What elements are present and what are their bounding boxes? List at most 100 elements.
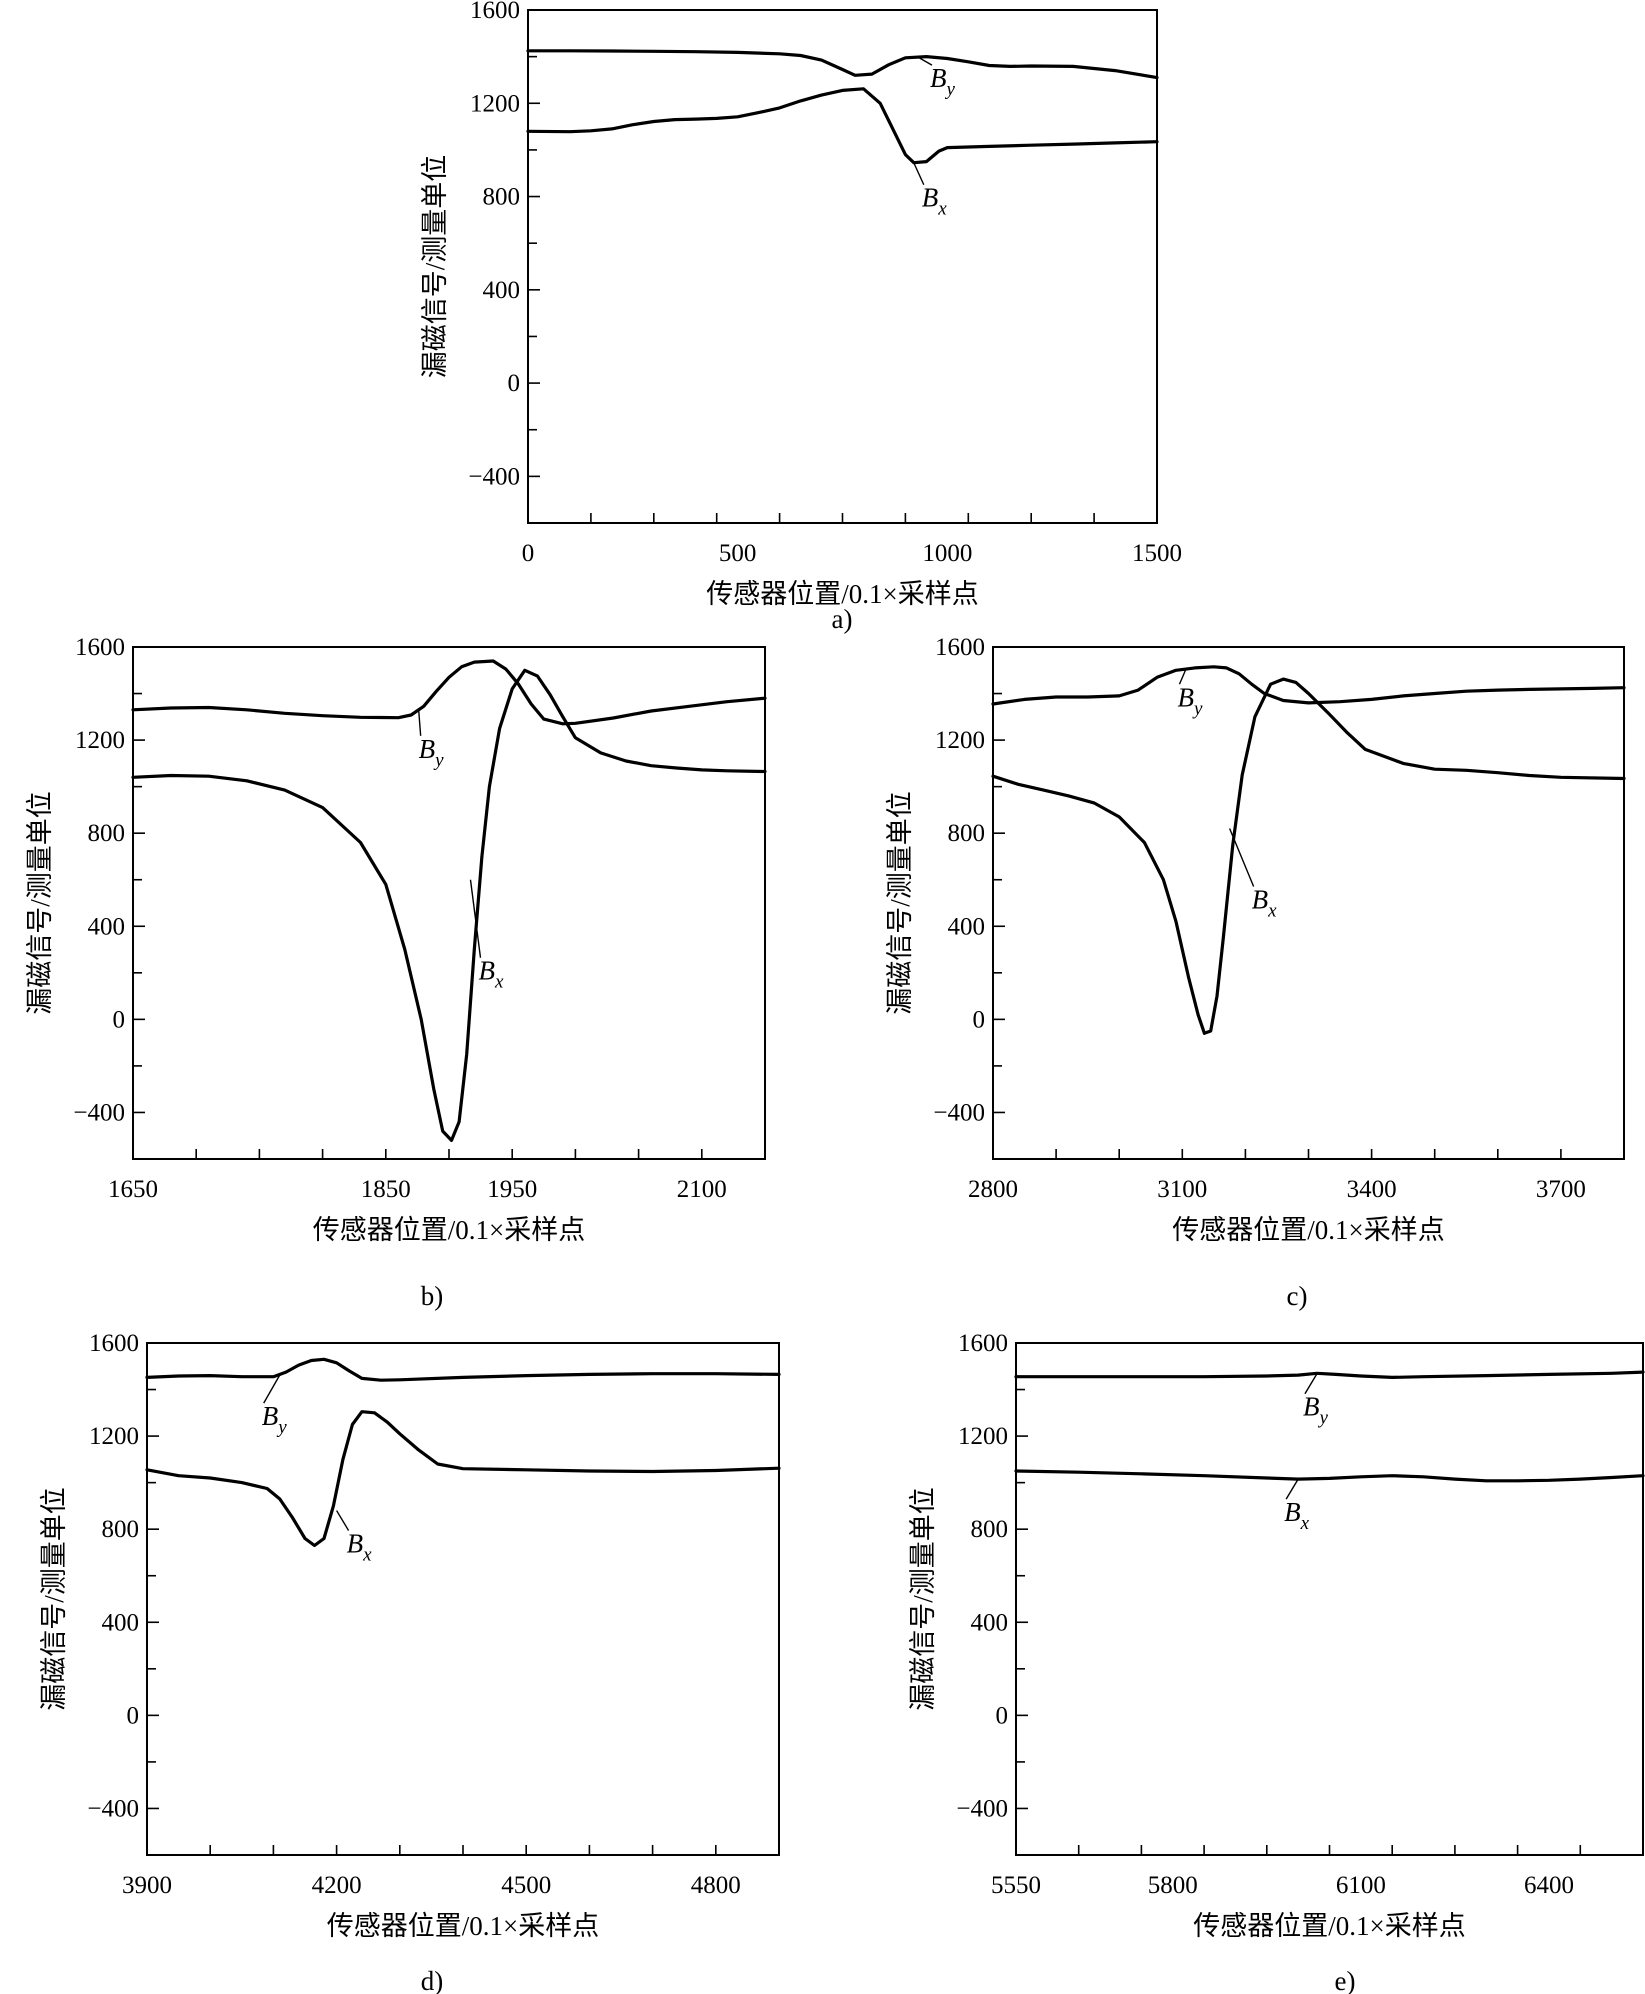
x-tick-label: 500 (719, 540, 757, 567)
x-tick-label: 3700 (1536, 1176, 1586, 1203)
panel-label-b: b) (421, 1281, 444, 1311)
annotation-leader-bx (913, 162, 925, 186)
series-line-by (991, 665, 1626, 706)
annotation-label-by: By (419, 734, 445, 771)
x-axis-label: 传感器位置/0.1×采样点 (1193, 1911, 1465, 1941)
y-tick-label: 400 (102, 1609, 140, 1636)
plot-frame-c (992, 646, 1625, 1160)
y-tick-label: 0 (113, 1006, 126, 1033)
annotation-label-bx: Bx (922, 183, 948, 220)
panel-label-c: c) (1287, 1281, 1308, 1311)
y-axis-label: 漏磁信号/测量单位 (25, 791, 55, 1015)
y-tick-label: 1200 (958, 1423, 1008, 1450)
chart-panel-d: −400 0 400 800 1200 1600 3900 4200 4500 4800 传感器位置… (39, 1330, 781, 1994)
plot-layer-d: −400 0 400 800 1200 1600 3900 4200 4500 4800 传感器位置… (39, 1330, 781, 1941)
chart-panel-b: −400 0 400 800 1200 1600 1650 1850 1950 2100 传感器位置… (25, 634, 767, 1311)
y-tick-label: 800 (483, 184, 521, 211)
x-tick-label: 4200 (312, 1872, 362, 1899)
annotation-label-bx: Bx (478, 956, 504, 993)
annotation-leader-bx (335, 1510, 350, 1531)
y-tick-label: −400 (87, 1795, 139, 1822)
x-axis-label: 传感器位置/0.1×采样点 (313, 1215, 585, 1245)
x-tick-label: 3100 (1157, 1176, 1207, 1203)
y-tick-label: 400 (88, 913, 126, 940)
y-tick-label: 0 (996, 1702, 1009, 1729)
y-tick-label: 1600 (935, 634, 985, 661)
x-axis-label: 传感器位置/0.1×采样点 (706, 579, 978, 609)
series-line-bx (526, 87, 1159, 165)
annotation-label-bx: Bx (1284, 1497, 1310, 1534)
series-line-bx (145, 1410, 781, 1548)
annotation-label-bx: Bx (1252, 885, 1278, 922)
y-axis-label: 漏磁信号/测量单位 (420, 155, 450, 379)
series-line-by (131, 659, 767, 726)
chart-panel-c: −400 0 400 800 1200 1600 2800 3100 3400 3700 传感器位置… (885, 634, 1626, 1311)
annotation-leader-bx (469, 879, 482, 958)
plot-frame-d (146, 1342, 780, 1856)
x-tick-label: 3900 (122, 1872, 172, 1899)
series-line-bx (131, 668, 767, 1143)
y-tick-label: −400 (956, 1795, 1008, 1822)
x-axis-label: 传感器位置/0.1×采样点 (1172, 1215, 1444, 1245)
y-tick-label: 1200 (89, 1423, 139, 1450)
x-axis-label: 传感器位置/0.1×采样点 (327, 1911, 599, 1941)
y-tick-label: 1200 (935, 727, 985, 754)
plot-layer-c: −400 0 400 800 1200 1600 2800 3100 3400 3700 传感器位置… (885, 634, 1626, 1245)
y-tick-label: 1600 (958, 1330, 1008, 1357)
panel-label-d: d) (421, 1966, 444, 1994)
y-tick-label: 400 (483, 277, 521, 304)
x-tick-label: 2800 (968, 1176, 1018, 1203)
plot-layer-b: −400 0 400 800 1200 1600 1650 1850 1950 2100 传感器位置… (25, 634, 767, 1245)
y-axis-label: 漏磁信号/测量单位 (908, 1487, 938, 1711)
series-line-by (145, 1357, 781, 1382)
plot-frame-b (132, 646, 766, 1160)
y-tick-label: −400 (468, 463, 520, 490)
y-tick-label: 400 (971, 1609, 1009, 1636)
y-tick-label: 0 (508, 370, 521, 397)
x-tick-label: 4500 (501, 1872, 551, 1899)
y-tick-label: 800 (102, 1516, 140, 1543)
x-tick-label: 1650 (108, 1176, 158, 1203)
x-tick-label: 1950 (487, 1176, 537, 1203)
y-tick-label: 1200 (75, 727, 125, 754)
y-tick-label: 1600 (75, 634, 125, 661)
panel-label-e: e) (1335, 1966, 1356, 1994)
series-line-bx (991, 677, 1626, 1035)
annotation-label-by: By (262, 1401, 288, 1438)
annotation-leader-bx (1228, 828, 1255, 887)
y-tick-label: 1600 (470, 0, 520, 24)
y-tick-label: 0 (127, 1702, 140, 1729)
annotation-leader-bx (1285, 1478, 1299, 1500)
annotation-leader-by (417, 709, 422, 736)
series-line-bx (1014, 1469, 1645, 1483)
panel-label-a: a) (832, 604, 853, 634)
series-line-by (1014, 1370, 1645, 1380)
y-tick-label: 800 (88, 820, 126, 847)
y-axis-label: 漏磁信号/测量单位 (39, 1487, 69, 1711)
x-tick-label: 1500 (1132, 540, 1182, 567)
plot-frame-a (527, 9, 1158, 524)
y-tick-label: 1200 (470, 90, 520, 117)
y-axis-label: 漏磁信号/测量单位 (885, 791, 915, 1015)
x-tick-label: 5800 (1148, 1872, 1198, 1899)
annotation-label-by: By (1303, 1392, 1329, 1429)
plot-frame-e (1015, 1342, 1644, 1856)
annotation-leader-by (263, 1374, 281, 1404)
plot-layer-a: −400 0 400 800 1200 1600 0 500 1000 1500 传感器位置/0.1… (420, 0, 1182, 609)
y-tick-label: 0 (973, 1006, 986, 1033)
y-tick-label: −400 (933, 1099, 985, 1126)
annotation-leader-by (1178, 669, 1187, 685)
chart-panel-e: −400 0 400 800 1200 1600 5550 5800 6100 6400 传感器位置… (908, 1330, 1645, 1994)
x-tick-label: 1000 (922, 540, 972, 567)
y-tick-label: −400 (73, 1099, 125, 1126)
series-line-by (526, 49, 1159, 80)
x-tick-label: 5550 (991, 1872, 1041, 1899)
x-tick-label: 6100 (1336, 1872, 1386, 1899)
x-tick-label: 3400 (1347, 1176, 1397, 1203)
annotation-leader-by (1304, 1373, 1318, 1395)
x-tick-label: 1850 (361, 1176, 411, 1203)
annotation-leader-by (917, 56, 933, 66)
y-tick-label: 1600 (89, 1330, 139, 1357)
plot-layer-e: −400 0 400 800 1200 1600 5550 5800 6100 6400 传感器位置… (908, 1330, 1645, 1941)
